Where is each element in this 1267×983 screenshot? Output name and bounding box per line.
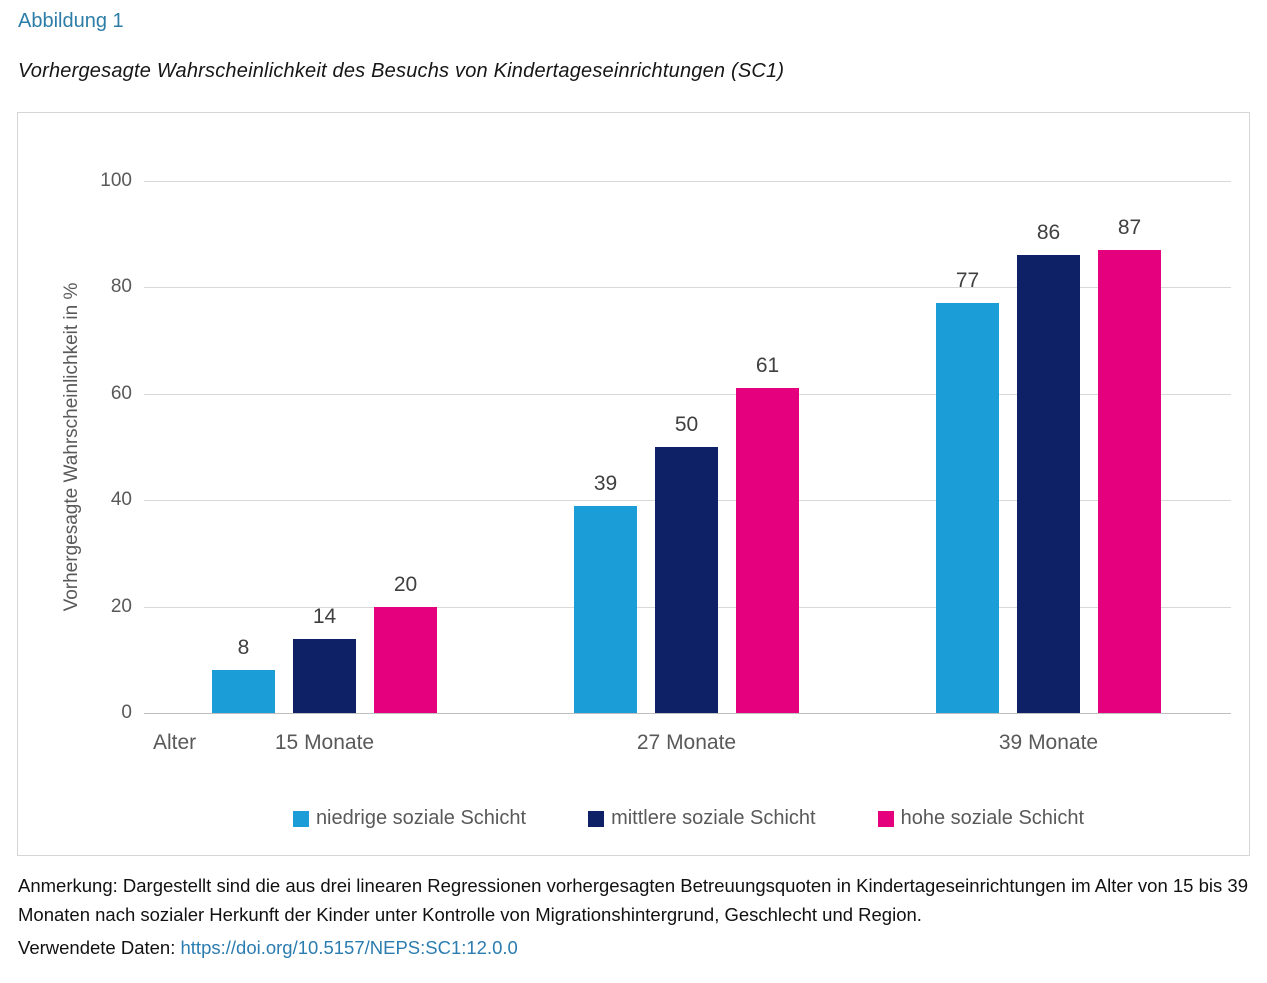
bar-wrap: 20	[374, 573, 437, 713]
gridline-y-60	[144, 393, 1231, 395]
bar-mittlere-soziale-schicht-27-monate: 50	[655, 413, 718, 713]
bar-niedrige-soziale-schicht-15-monate: 8	[212, 636, 275, 713]
gridline-y-80	[144, 287, 1231, 289]
figure-note: Anmerkung: Dargestellt sind die aus drei…	[18, 875, 1248, 925]
plot-area: 0 20 40 60 80 100 8 14 20 39 50 61 77 86 87	[100, 170, 1231, 723]
legend-swatch-icon	[877, 810, 894, 827]
data-source-label: Verwendete Daten:	[18, 937, 181, 958]
y-tick-label-0: 0	[121, 702, 132, 723]
legend-item-niedrige-soziale-schicht: niedrige soziale Schicht	[292, 807, 527, 830]
x-category-label-39-monate: 39 Monate	[998, 731, 1099, 754]
x-category-label-15-monate: 15 Monate	[274, 731, 375, 754]
legend-item-mittlere-soziale-schicht: mittlere soziale Schicht	[588, 807, 816, 830]
bar-wrap: 50	[655, 413, 718, 713]
bar-value-label: 39	[593, 471, 618, 495]
chart-frame: Vorhergesagte Wahrscheinlichkeit in % 0 2…	[17, 112, 1250, 856]
bar-value-label: 8	[237, 636, 250, 660]
y-tick-label-60: 60	[110, 382, 132, 404]
bar-mittlere-soziale-schicht-15-monate: 14	[293, 605, 356, 713]
bar-wrap: 86	[1017, 221, 1080, 713]
bar-hohe-soziale-schicht-15-monate: 20	[374, 573, 437, 713]
bar-wrap: 39	[574, 472, 637, 713]
y-tick-label-20: 20	[110, 595, 132, 617]
bar-value-label: 86	[1036, 221, 1061, 245]
bar-wrap: 8	[212, 636, 275, 713]
x-axis-title: Alter	[153, 731, 197, 754]
figure-title: Vorhergesagte Wahrscheinlichkeit des Bes…	[18, 60, 785, 82]
bar-mittlere-soziale-schicht-39-monate: 86	[1017, 221, 1080, 713]
y-tick-label-80: 80	[110, 276, 132, 298]
legend-label: mittlere soziale Schicht	[611, 807, 816, 829]
y-tick-label-100: 100	[100, 170, 132, 191]
legend-item-hohe-soziale-schicht: hohe soziale Schicht	[877, 807, 1085, 830]
bar-wrap: 77	[936, 269, 999, 713]
legend-label: niedrige soziale Schicht	[315, 807, 527, 829]
bar-group-39-monate: 77 86 87	[936, 181, 1161, 713]
y-tick-label-40: 40	[110, 489, 132, 511]
chart-legend: niedrige soziale Schicht mittlere soziale…	[18, 807, 1249, 830]
x-axis-row: Alter 15 Monate 27 Monate 39 Monate	[144, 731, 1231, 765]
bar-wrap: 14	[293, 605, 356, 713]
doi-link[interactable]: https://doi.org/10.5157/NEPS:SC1:12.0.0	[180, 937, 518, 958]
bar-value-label: 87	[1117, 216, 1142, 240]
bar-wrap: 87	[1098, 216, 1161, 713]
bar-value-label: 20	[393, 572, 418, 596]
bar-value-label: 14	[312, 604, 337, 628]
legend-label: hohe soziale Schicht	[900, 807, 1085, 829]
legend-swatch-icon	[292, 810, 309, 827]
y-axis-title: Vorhergesagte Wahrscheinlichkeit in %	[61, 282, 82, 612]
bar-group-27-monate: 39 50 61	[574, 181, 799, 713]
gridline-y-0	[144, 713, 1231, 714]
bar-value-label: 50	[674, 413, 699, 436]
x-category-label-27-monate: 27 Monate	[636, 731, 737, 754]
data-source-line: Verwendete Daten: https://doi.org/10.515…	[18, 937, 518, 959]
legend-swatch-icon	[588, 810, 605, 827]
bar-hohe-soziale-schicht-39-monate: 87	[1098, 216, 1161, 713]
bar-group-15-monate: 8 14 20	[212, 181, 437, 713]
bar-value-label: 61	[755, 354, 780, 378]
bar-niedrige-soziale-schicht-39-monate: 77	[936, 269, 999, 713]
bar-hohe-soziale-schicht-27-monate: 61	[736, 354, 799, 713]
figure-label: Abbildung 1	[18, 10, 124, 32]
bar-wrap: 61	[736, 354, 799, 713]
gridline-y-100	[144, 181, 1231, 182]
bar-value-label: 77	[955, 269, 980, 293]
bar-niedrige-soziale-schicht-27-monate: 39	[574, 472, 637, 713]
